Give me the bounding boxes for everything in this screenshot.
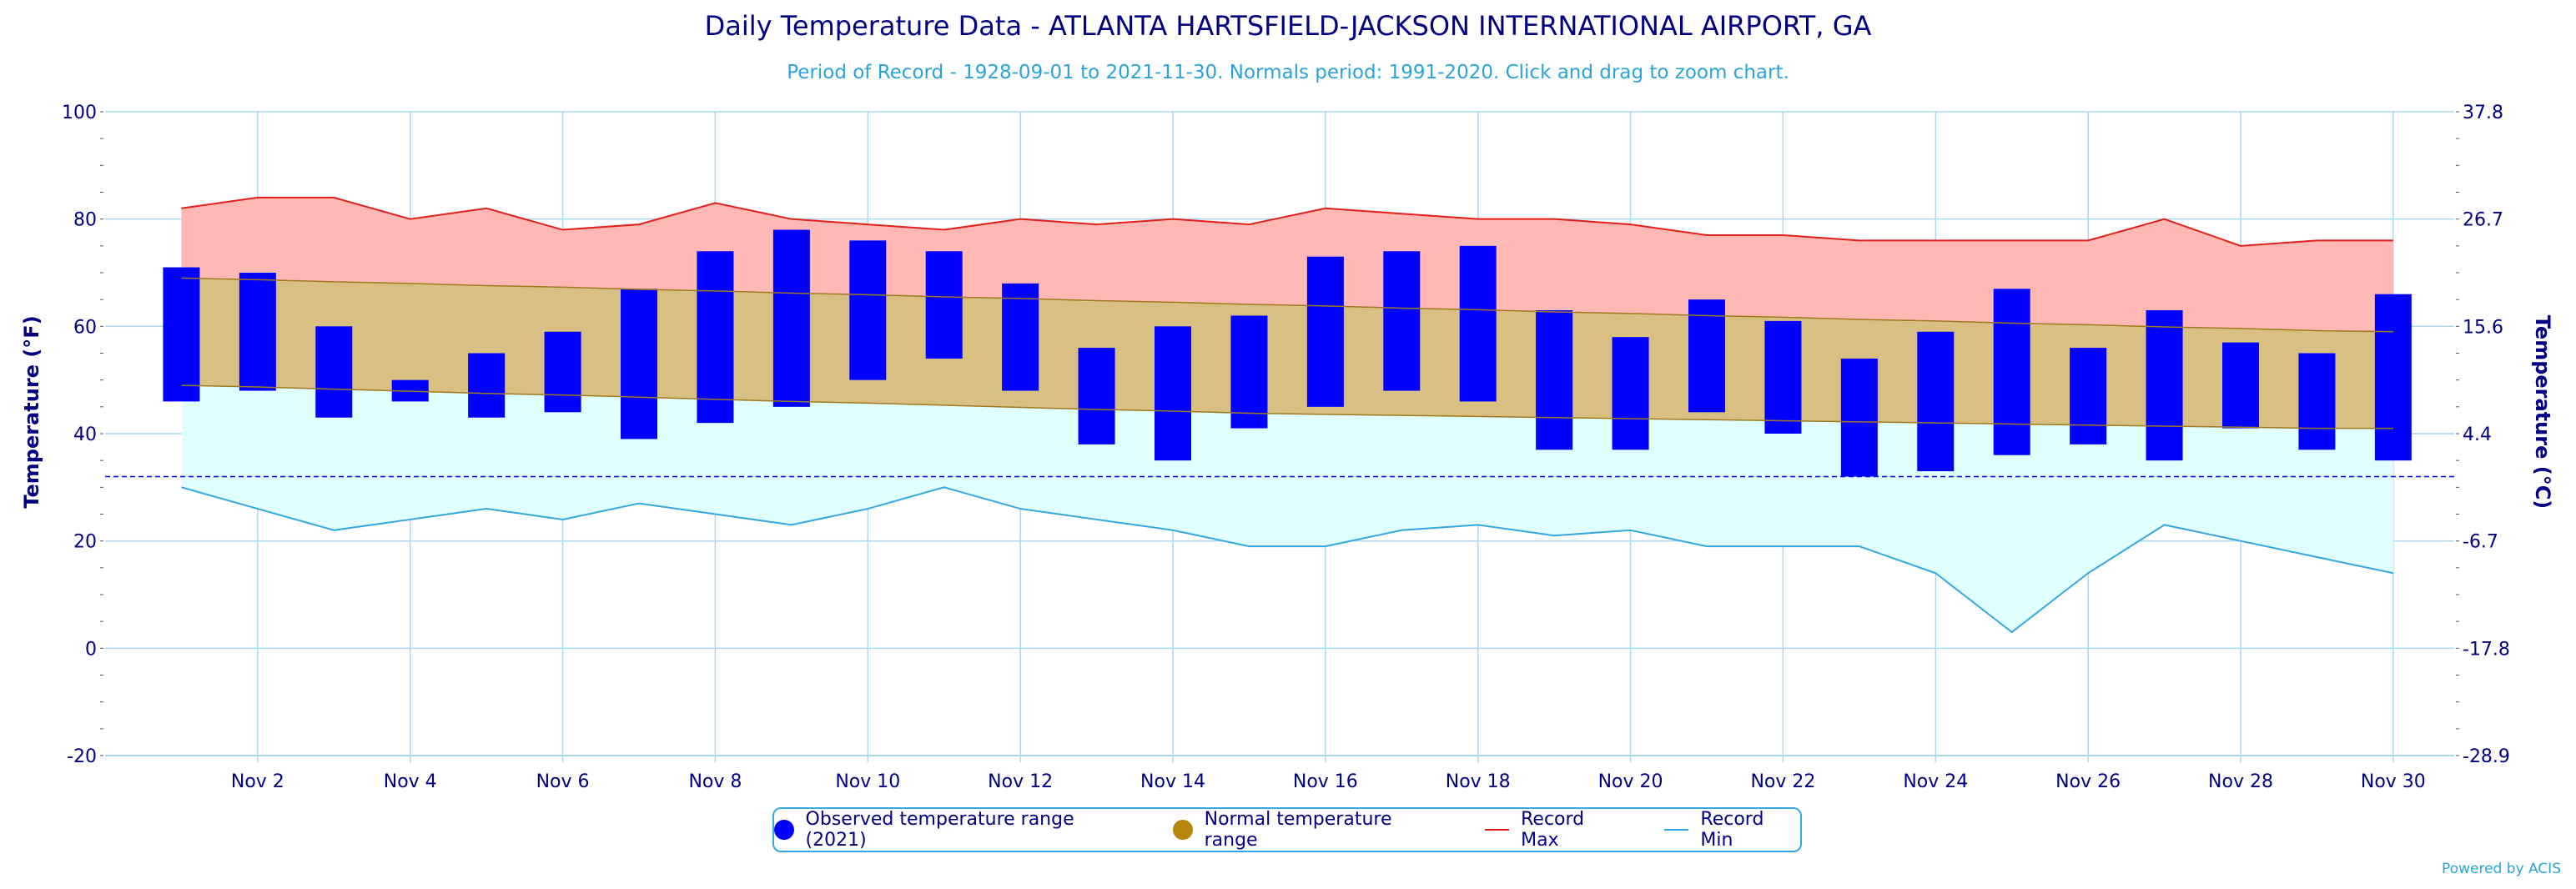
observed-bar <box>849 240 887 380</box>
observed-bar <box>1459 245 1497 402</box>
y-tick-label-left: 0 <box>85 639 97 660</box>
observed-bar <box>468 353 506 418</box>
observed-bar <box>1688 299 1725 413</box>
y-tick-label-right: 26.7 <box>2463 210 2503 231</box>
observed-bar <box>2070 348 2107 444</box>
x-tick-label: Nov 18 <box>1446 771 1511 792</box>
record-max-line <box>181 196 2393 247</box>
line-layer <box>105 196 2454 634</box>
axis-layer: -20 -28.9 0 -17.8 20 -6.7 40 4.4 60 15.6 80 26.7 100… <box>62 103 2510 792</box>
chart-legend: Observed temperature range (2021) Normal… <box>772 807 1802 852</box>
observed-bar <box>315 326 353 418</box>
y-tick-label-right: -6.7 <box>2463 532 2498 553</box>
x-tick-label: Nov 26 <box>2055 771 2121 792</box>
observed-bar <box>772 229 810 407</box>
observed-bar <box>163 267 200 402</box>
powered-by-credit[interactable]: Powered by ACIS <box>2442 861 2561 877</box>
legend-record-max-label: Record Max <box>1521 809 1585 851</box>
y-tick-label-right: -28.9 <box>2463 746 2510 767</box>
observed-bar <box>1917 331 1955 472</box>
observed-bar <box>621 289 657 439</box>
legend-record-min-marker <box>1664 829 1689 831</box>
x-tick-label: Nov 6 <box>536 771 590 792</box>
area-layer <box>181 197 2393 633</box>
observed-bar <box>239 273 276 391</box>
y-axis-label-right: Temperature (°C) <box>2531 315 2554 510</box>
x-tick-label: Nov 30 <box>2361 771 2426 792</box>
x-tick-label: Nov 12 <box>988 771 1053 792</box>
observed-bar <box>1230 315 1268 429</box>
observed-bar <box>1078 348 1115 444</box>
y-tick-label-right: 37.8 <box>2463 103 2503 123</box>
x-tick-label: Nov 22 <box>1750 771 1815 792</box>
observed-bar <box>1155 326 1191 461</box>
x-tick-label: Nov 28 <box>2208 771 2273 792</box>
y-tick-label-left: -20 <box>67 746 97 767</box>
x-tick-label: Nov 14 <box>1140 771 1205 792</box>
normal-range-area <box>181 278 2393 429</box>
observed-bar <box>697 251 734 424</box>
observed-bar <box>544 331 581 413</box>
observed-bar <box>1002 283 1039 391</box>
x-tick-label: Nov 16 <box>1293 771 1358 792</box>
record-max-area <box>181 197 2393 332</box>
normal-max-line <box>181 277 2393 333</box>
legend-observed-label: Observed temperature range (2021) <box>805 809 1074 851</box>
y-tick-label-left: 80 <box>73 210 97 231</box>
chart-subtitle: Period of Record - 1928-09-01 to 2021-11… <box>787 62 1789 83</box>
observed-bar <box>925 251 963 359</box>
legend-record-max-marker <box>1484 829 1510 831</box>
legend-record-min-label: Record Min <box>1700 809 1764 851</box>
observed-bar <box>1993 289 2030 455</box>
y-tick-label-right: 4.4 <box>2463 424 2492 445</box>
x-tick-label: Nov 24 <box>1903 771 1968 792</box>
bar-layer <box>163 229 2412 477</box>
y-tick-label-left: 40 <box>73 424 97 445</box>
x-tick-label: Nov 2 <box>231 771 284 792</box>
legend-normal-marker <box>1173 820 1193 840</box>
x-tick-label: Nov 10 <box>835 771 900 792</box>
observed-bar <box>1306 256 1344 407</box>
y-tick-label-left: 100 <box>62 103 97 123</box>
chart-title: Daily Temperature Data - ATLANTA HARTSFI… <box>704 10 1872 42</box>
y-tick-label-right: -17.8 <box>2463 639 2510 660</box>
x-tick-label: Nov 8 <box>688 771 742 792</box>
legend-item-record-min[interactable]: Record Min <box>1664 809 1800 851</box>
x-tick-label: Nov 20 <box>1598 771 1663 792</box>
observed-bar <box>1536 310 1573 450</box>
observed-bar <box>2298 353 2336 450</box>
y-axis-label-left: Temperature (°F) <box>20 315 43 508</box>
observed-bar <box>1764 320 1802 434</box>
legend-item-normal[interactable]: Normal temperature range <box>1173 809 1446 851</box>
observed-bar <box>2374 294 2412 461</box>
x-tick-label: Nov 4 <box>384 771 437 792</box>
observed-bar <box>1840 358 1878 477</box>
observed-bar <box>2146 310 2183 461</box>
observed-bar <box>2222 342 2259 429</box>
legend-item-record-max[interactable]: Record Max <box>1484 809 1626 851</box>
observed-bar <box>1383 251 1421 391</box>
record-min-area <box>181 385 2393 633</box>
normal-min-line <box>181 384 2393 429</box>
record-min-line <box>181 486 2394 634</box>
legend-item-observed[interactable]: Observed temperature range (2021) <box>774 809 1135 851</box>
y-tick-label-left: 20 <box>73 532 97 553</box>
legend-normal-label: Normal temperature range <box>1204 809 1392 851</box>
observed-bar <box>1612 337 1649 450</box>
y-tick-label-left: 60 <box>73 317 97 338</box>
y-tick-label-right: 15.6 <box>2463 317 2503 338</box>
legend-observed-marker <box>774 820 794 840</box>
